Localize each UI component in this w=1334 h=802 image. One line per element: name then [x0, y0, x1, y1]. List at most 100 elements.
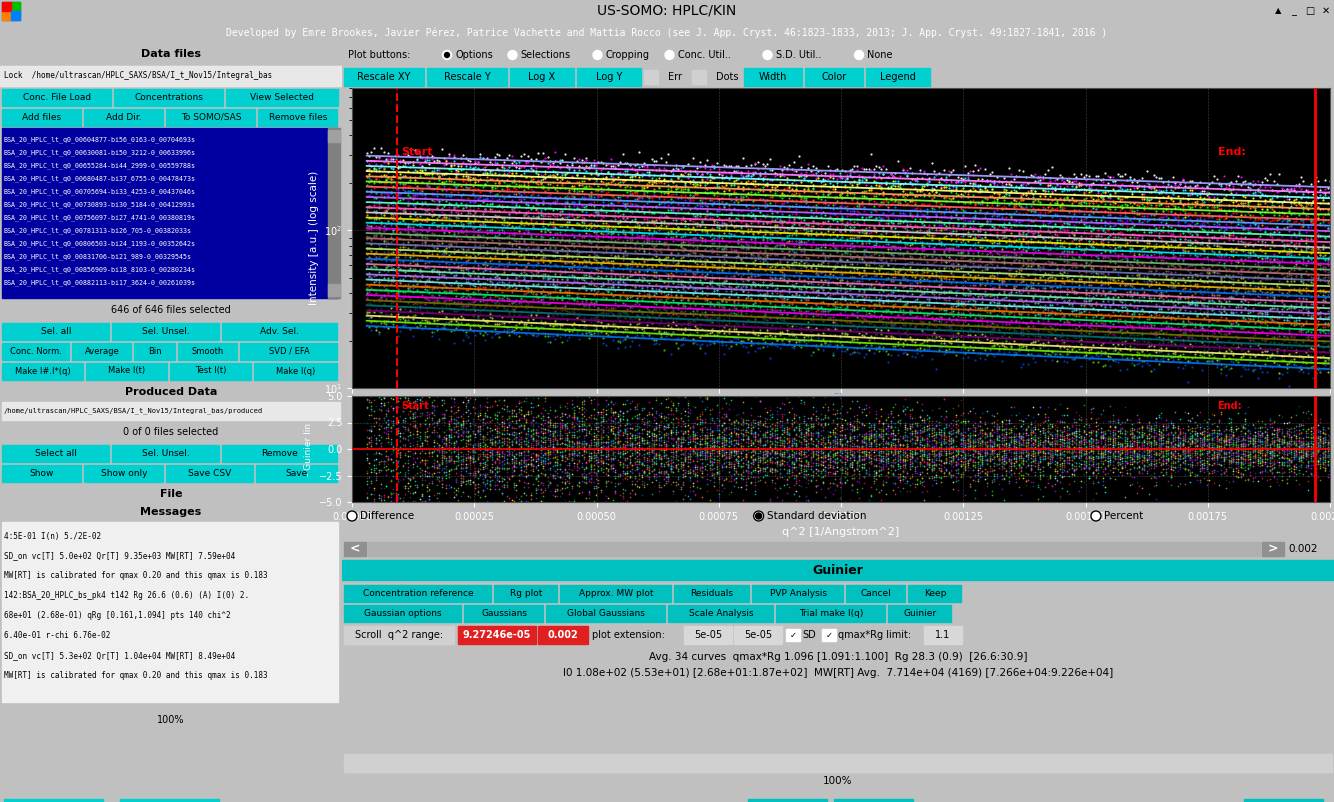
Point	[771, 292, 792, 305]
Point	[1262, 448, 1283, 461]
Point	[520, 230, 542, 243]
Point	[1095, 451, 1117, 464]
Point	[916, 437, 938, 450]
Point	[1319, 435, 1334, 448]
Point	[1319, 464, 1334, 477]
Point	[1266, 265, 1287, 277]
Point	[1135, 349, 1157, 362]
Point	[460, 477, 482, 490]
Point	[1134, 451, 1155, 464]
Point	[1283, 460, 1305, 472]
Point	[566, 176, 587, 188]
Point	[1302, 448, 1323, 460]
Point	[926, 214, 947, 227]
Point	[482, 436, 503, 449]
Point	[1081, 327, 1102, 340]
Point	[983, 451, 1005, 464]
Point	[708, 278, 730, 291]
Point	[1218, 450, 1239, 463]
Point	[1278, 302, 1299, 314]
Point	[738, 175, 759, 188]
Point	[1009, 315, 1030, 328]
Point	[1247, 306, 1269, 319]
Point	[475, 213, 496, 226]
Point	[976, 435, 998, 448]
Point	[1025, 435, 1046, 448]
Point	[812, 442, 834, 455]
Point	[776, 432, 798, 445]
Point	[375, 168, 396, 181]
Point	[1283, 441, 1305, 454]
Point	[1162, 195, 1183, 208]
Point	[818, 468, 839, 480]
Point	[854, 341, 875, 354]
Point	[547, 245, 568, 258]
Point	[670, 290, 691, 302]
Point	[1122, 259, 1143, 272]
Point	[1235, 174, 1257, 187]
Point	[580, 240, 602, 253]
Point	[574, 418, 595, 431]
Point	[860, 429, 882, 442]
Point	[667, 454, 688, 467]
Point	[803, 248, 824, 261]
Point	[967, 444, 988, 457]
Point	[878, 449, 899, 462]
Point	[856, 464, 878, 476]
Point	[988, 220, 1010, 233]
Point	[890, 437, 911, 450]
Point	[431, 217, 452, 229]
Point	[958, 433, 979, 446]
Point	[387, 391, 408, 404]
Point	[1271, 435, 1293, 448]
Point	[1173, 203, 1194, 216]
Point	[554, 476, 575, 489]
Point	[672, 476, 694, 488]
Point	[568, 237, 590, 250]
Point	[1218, 411, 1239, 424]
Point	[1066, 450, 1087, 463]
Point	[1111, 445, 1133, 458]
Point	[792, 420, 814, 433]
Point	[771, 233, 792, 245]
Point	[1218, 290, 1239, 303]
Point	[592, 192, 614, 205]
Point	[1097, 451, 1118, 464]
Point	[1025, 440, 1046, 453]
Bar	[1, 11, 11, 20]
Point	[875, 233, 896, 246]
Point	[628, 218, 650, 231]
Point	[511, 440, 532, 453]
Point	[1097, 290, 1118, 303]
Point	[590, 270, 611, 283]
Point	[1063, 352, 1085, 365]
Point	[1123, 306, 1145, 318]
Point	[551, 251, 572, 264]
Point	[718, 202, 739, 215]
Point	[988, 265, 1010, 278]
Point	[702, 158, 723, 171]
Point	[851, 211, 872, 224]
Point	[679, 168, 700, 181]
Point	[1269, 409, 1290, 422]
Point	[970, 448, 991, 460]
Point	[578, 332, 599, 345]
Point	[607, 425, 628, 438]
Point	[882, 169, 903, 182]
Point	[494, 416, 515, 429]
Point	[1051, 471, 1073, 484]
Point	[1006, 200, 1027, 213]
Point	[1085, 428, 1106, 441]
Point	[1075, 184, 1097, 196]
Point	[616, 212, 638, 225]
Point	[574, 445, 595, 458]
Point	[824, 434, 846, 447]
Point	[848, 476, 870, 488]
Point	[1307, 306, 1329, 319]
Point	[1110, 270, 1131, 283]
Point	[1305, 254, 1326, 267]
Point	[756, 249, 778, 261]
Point	[452, 245, 474, 257]
Point	[944, 289, 966, 302]
Point	[491, 388, 512, 401]
